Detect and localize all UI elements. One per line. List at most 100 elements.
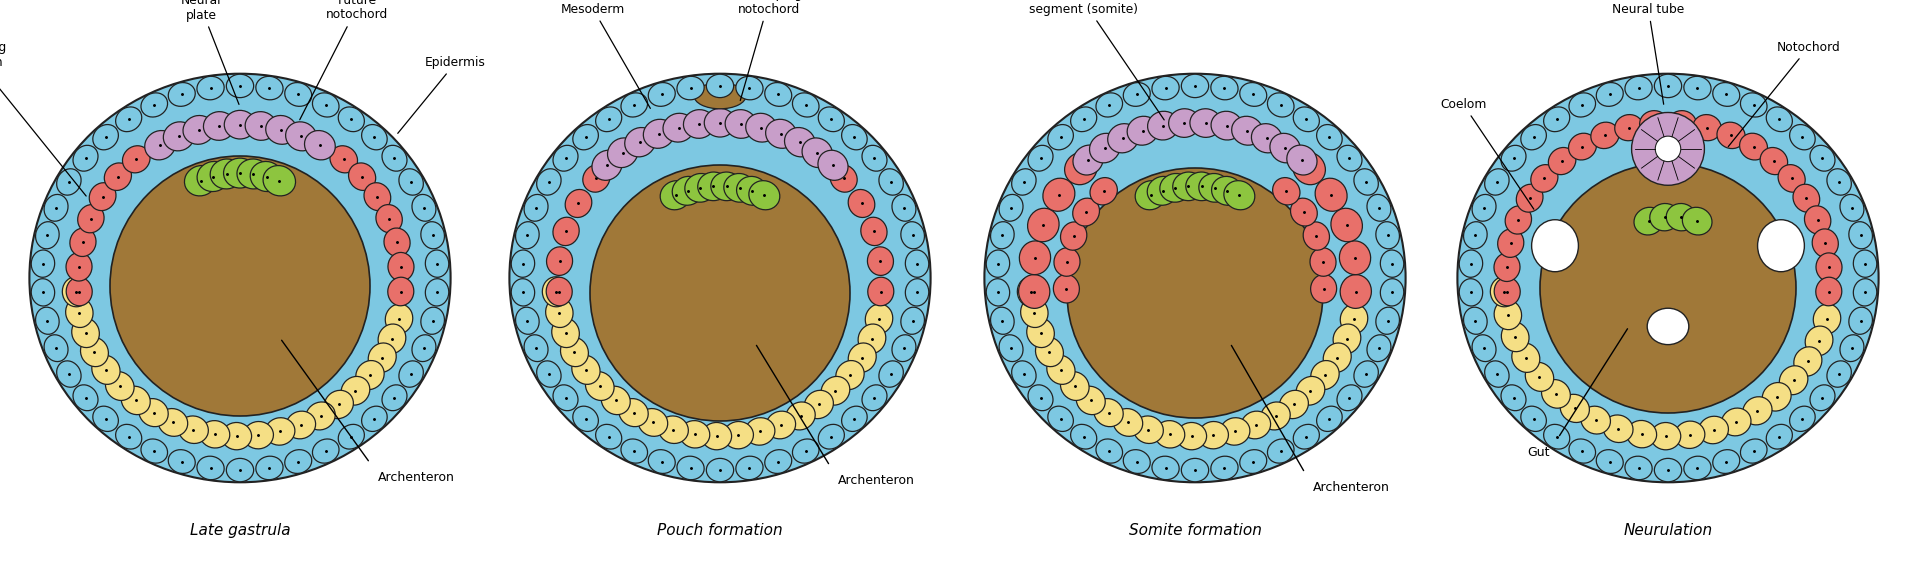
Ellipse shape xyxy=(1260,402,1291,430)
Ellipse shape xyxy=(412,194,435,221)
Ellipse shape xyxy=(683,110,715,138)
Ellipse shape xyxy=(1043,178,1074,211)
Ellipse shape xyxy=(1766,107,1793,132)
Ellipse shape xyxy=(63,277,90,307)
Ellipse shape xyxy=(543,277,570,307)
Ellipse shape xyxy=(702,422,731,450)
Ellipse shape xyxy=(1331,208,1362,242)
Ellipse shape xyxy=(1743,397,1772,425)
Ellipse shape xyxy=(1498,229,1523,258)
Ellipse shape xyxy=(1569,93,1596,117)
Ellipse shape xyxy=(420,222,445,249)
Ellipse shape xyxy=(524,335,549,362)
Ellipse shape xyxy=(819,424,844,449)
Ellipse shape xyxy=(1147,112,1180,140)
Ellipse shape xyxy=(1316,406,1343,431)
Ellipse shape xyxy=(1368,335,1391,362)
Ellipse shape xyxy=(1316,125,1343,150)
Ellipse shape xyxy=(698,172,729,201)
Ellipse shape xyxy=(817,150,848,181)
Ellipse shape xyxy=(1494,277,1521,306)
Ellipse shape xyxy=(1596,83,1623,106)
Ellipse shape xyxy=(1070,107,1097,132)
Ellipse shape xyxy=(573,125,598,150)
Ellipse shape xyxy=(999,194,1022,221)
Text: Mesoderm: Mesoderm xyxy=(562,3,650,109)
Ellipse shape xyxy=(1047,125,1074,150)
Ellipse shape xyxy=(244,422,274,449)
Ellipse shape xyxy=(552,385,577,411)
Ellipse shape xyxy=(140,439,167,463)
Ellipse shape xyxy=(878,361,903,387)
Ellipse shape xyxy=(712,172,742,201)
Ellipse shape xyxy=(867,277,894,306)
Ellipse shape xyxy=(1316,178,1346,211)
Ellipse shape xyxy=(1293,152,1325,185)
Ellipse shape xyxy=(1381,250,1404,277)
Ellipse shape xyxy=(984,74,1406,482)
Ellipse shape xyxy=(1381,278,1404,306)
Ellipse shape xyxy=(1667,204,1696,231)
Ellipse shape xyxy=(878,169,903,195)
Ellipse shape xyxy=(305,131,336,160)
Ellipse shape xyxy=(1147,177,1178,205)
Ellipse shape xyxy=(1128,116,1158,145)
Ellipse shape xyxy=(1713,449,1740,473)
Ellipse shape xyxy=(363,406,387,431)
Ellipse shape xyxy=(1241,411,1270,439)
Ellipse shape xyxy=(573,406,598,431)
Ellipse shape xyxy=(802,138,832,168)
Ellipse shape xyxy=(748,181,781,210)
Ellipse shape xyxy=(905,278,928,306)
Ellipse shape xyxy=(1134,416,1164,444)
Ellipse shape xyxy=(363,125,387,150)
Text: Somite formation: Somite formation xyxy=(1128,523,1262,538)
Ellipse shape xyxy=(1649,204,1680,231)
Ellipse shape xyxy=(382,145,407,171)
Ellipse shape xyxy=(1684,456,1711,479)
Ellipse shape xyxy=(265,418,295,445)
Ellipse shape xyxy=(1268,439,1295,463)
Ellipse shape xyxy=(830,165,857,192)
Ellipse shape xyxy=(547,277,572,306)
Ellipse shape xyxy=(990,222,1015,249)
Ellipse shape xyxy=(1713,83,1740,106)
Ellipse shape xyxy=(819,107,844,132)
Ellipse shape xyxy=(71,318,100,348)
Ellipse shape xyxy=(744,418,775,445)
Ellipse shape xyxy=(1155,421,1185,448)
Ellipse shape xyxy=(324,391,353,419)
Ellipse shape xyxy=(1813,304,1841,334)
Ellipse shape xyxy=(510,74,930,482)
Text: Developing
notochord: Developing notochord xyxy=(735,0,804,101)
Ellipse shape xyxy=(1028,208,1059,242)
Ellipse shape xyxy=(1061,372,1089,401)
Ellipse shape xyxy=(608,138,639,168)
Ellipse shape xyxy=(1684,76,1711,100)
Ellipse shape xyxy=(1651,422,1680,450)
Ellipse shape xyxy=(821,376,850,405)
Ellipse shape xyxy=(1805,206,1832,234)
Ellipse shape xyxy=(92,355,121,384)
Ellipse shape xyxy=(123,146,150,173)
Ellipse shape xyxy=(1189,109,1222,138)
Ellipse shape xyxy=(1270,134,1300,163)
Ellipse shape xyxy=(255,76,284,100)
Ellipse shape xyxy=(1017,277,1045,307)
Ellipse shape xyxy=(1525,362,1554,391)
Ellipse shape xyxy=(1521,406,1546,431)
Ellipse shape xyxy=(1853,278,1876,306)
Ellipse shape xyxy=(1089,134,1120,163)
Ellipse shape xyxy=(660,181,690,210)
Ellipse shape xyxy=(330,146,357,173)
Ellipse shape xyxy=(255,456,284,479)
Ellipse shape xyxy=(1569,439,1596,463)
Ellipse shape xyxy=(625,127,656,157)
Ellipse shape xyxy=(1532,220,1579,272)
Ellipse shape xyxy=(685,174,715,202)
Ellipse shape xyxy=(1780,366,1809,395)
Ellipse shape xyxy=(848,190,875,217)
Ellipse shape xyxy=(1210,112,1243,140)
Ellipse shape xyxy=(583,165,610,192)
Ellipse shape xyxy=(1682,207,1713,235)
